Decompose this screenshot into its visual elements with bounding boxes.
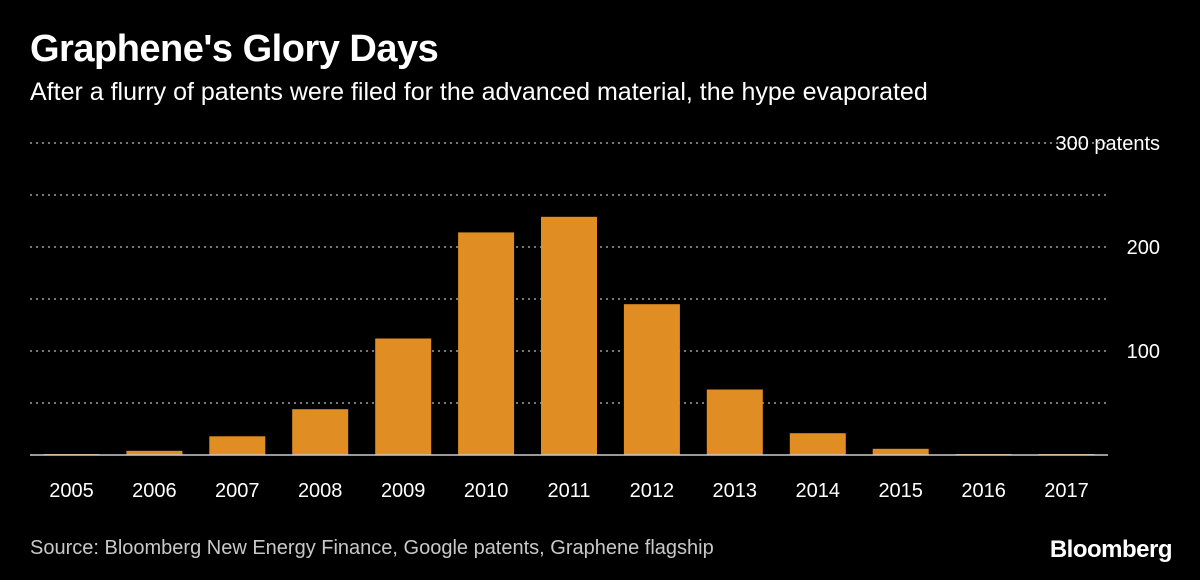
x-tick-label: 2017	[1044, 480, 1089, 502]
x-tick-label: 2009	[381, 480, 426, 502]
y-tick-labels: 100 200 300 patents	[1055, 133, 1160, 363]
y-tick-label: 200	[1127, 237, 1160, 259]
x-tick-label: 2010	[464, 480, 509, 502]
bar-2011	[541, 216, 597, 455]
bar-2009	[375, 338, 432, 455]
y-tick-label: 300 patents	[1055, 133, 1160, 155]
bar-2015	[872, 448, 929, 455]
y-tick-label: 100	[1127, 341, 1160, 363]
bar-2010	[458, 232, 515, 455]
bars	[43, 216, 1095, 455]
bar-2014	[789, 433, 846, 455]
x-tick-label: 2008	[298, 480, 343, 502]
bar-2006	[126, 450, 183, 455]
bar-2007	[209, 436, 266, 455]
bar-2013	[706, 389, 763, 455]
bloomberg-logo: Bloomberg	[1049, 536, 1173, 563]
chart-title: Graphene's Glory Days	[30, 28, 439, 70]
x-tick-label: 2012	[630, 480, 675, 502]
x-tick-label: 2006	[132, 480, 177, 502]
x-tick-label: 2015	[878, 480, 923, 502]
x-tick-labels: 2005 2006 2007 2008 2009 2010 2011 2012 2013 2014…	[49, 480, 1089, 502]
x-tick-label: 2011	[547, 480, 590, 502]
chart-subtitle: After a flurry of patents were filed for…	[30, 78, 928, 106]
x-tick-label: 2014	[796, 480, 841, 502]
source-note: Source: Bloomberg New Energy Finance, Go…	[30, 537, 714, 559]
x-tick-label: 2007	[215, 480, 260, 502]
x-tick-label: 2016	[961, 480, 1006, 502]
x-tick-label: 2005	[49, 480, 94, 502]
bar-2008	[292, 409, 349, 455]
x-tick-label: 2013	[713, 480, 758, 502]
bar-2012	[623, 304, 680, 455]
